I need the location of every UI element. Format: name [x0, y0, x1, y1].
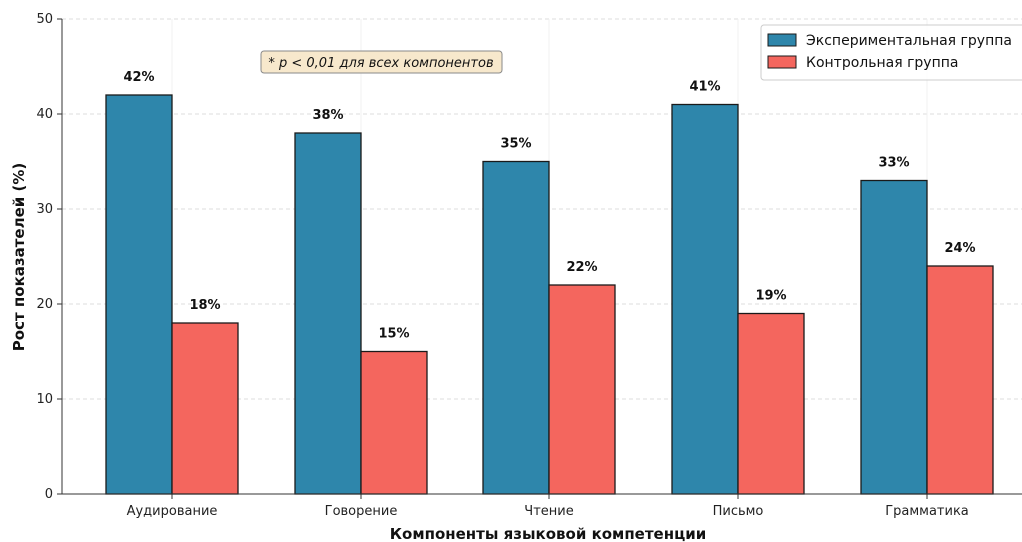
bar-control [737, 312, 805, 495]
bar-control [926, 265, 994, 495]
bar-value-label: 24% [944, 241, 975, 256]
bar-value-label: 19% [755, 289, 786, 304]
y-tick-label: 40 [36, 107, 53, 122]
bar-value-label: 18% [189, 298, 220, 313]
y-tick-label: 10 [36, 392, 53, 407]
bar-control [548, 284, 616, 495]
legend-swatch-control [767, 55, 797, 69]
bar-value-label: 38% [312, 108, 343, 123]
bar-experimental [105, 94, 173, 495]
bar-value-label: 15% [378, 327, 409, 342]
legend-label-experimental: Экспериментальная группа [806, 33, 1012, 49]
legend-frame [760, 24, 1022, 81]
bar-value-label: 22% [566, 260, 597, 275]
bar-experimental [294, 132, 362, 495]
x-tick-label: Говорение [325, 504, 398, 519]
y-axis-title: Рост показателей (%) [10, 163, 28, 351]
legend-swatch-experimental [767, 33, 797, 47]
x-axis-title: Компоненты языковой компетенции [390, 525, 706, 542]
bar-control [360, 350, 428, 495]
x-tick-label: Письмо [713, 504, 764, 519]
bar-control [171, 322, 239, 495]
y-tick-label: 20 [36, 297, 53, 312]
bar-value-label: 35% [500, 137, 531, 152]
annotation-background [260, 50, 503, 74]
bar-value-label: 41% [689, 80, 720, 95]
x-tick-label: Грамматика [885, 504, 969, 519]
legend: Экспериментальная группа Контрольная гру… [760, 24, 1022, 81]
value-labels: 42% 38% 35% 41% 33% 18% 15% 22% 19% 24% [123, 70, 975, 342]
axes: 0 10 20 30 40 50 Аудирование Говорение Чтение Пис… [36, 12, 1022, 519]
y-tick-label: 0 [45, 487, 53, 502]
y-tick-label: 30 [36, 202, 53, 217]
bar-experimental [671, 103, 739, 495]
y-tick-label: 50 [36, 12, 53, 27]
bar-experimental [860, 179, 928, 495]
bar-experimental [482, 160, 550, 495]
legend-label-control: Контрольная группа [806, 55, 958, 71]
bar-value-label: 42% [123, 70, 154, 85]
x-tick-label: Чтение [524, 504, 573, 519]
annotation-box: * p < 0,01 для всех компонентов [260, 50, 503, 74]
bars [105, 94, 994, 495]
x-tick-label: Аудирование [127, 504, 218, 519]
annotation-text: * p < 0,01 для всех компонентов [268, 56, 493, 71]
bar-value-label: 33% [878, 156, 909, 171]
